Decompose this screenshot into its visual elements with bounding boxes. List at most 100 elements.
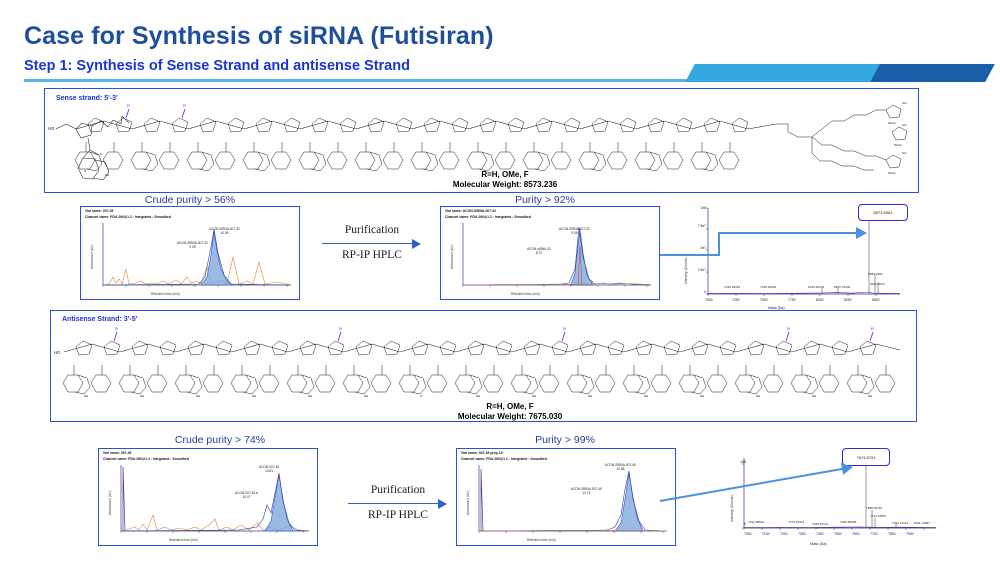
antisense-purification-arrow-head <box>438 499 447 509</box>
antisense-ms-xtick-4: 7400 <box>816 532 824 536</box>
sense-crude-chromatogram: Vial name: 007-35 Channel name: PDA 260@… <box>80 206 300 300</box>
sense-crude-main-peak-label: ACON-SiRNA-007-32 10.06 <box>209 227 240 236</box>
sense-ms-ytick-max: 1e8 <box>700 206 706 210</box>
antisense-ms-peak-3: 7465.57141 <box>812 522 829 526</box>
antisense-crude-main-peak-label: ACON-007-45 10.81 <box>259 465 280 474</box>
antisense-ms-peak-1: 7012.98641 <box>748 520 765 524</box>
sense-pure-vial: Vial name: ACON-SiRNA-007-32 <box>445 209 497 213</box>
antisense-mw: Molecular Weight: 7675.030 <box>457 412 563 421</box>
antisense-pure-xlabel: Retention time (min) <box>527 538 556 542</box>
antisense-ms-xtick-5: 7500 <box>834 532 842 536</box>
antisense-crude-xlabel: Retention time (min) <box>169 538 198 542</box>
banner-dark-shape <box>870 64 995 82</box>
sense-ms-peak-2: 7435.46281 <box>760 285 777 289</box>
sense-pure-xlabel: Retention time (min) <box>511 292 540 296</box>
antisense-ms-ytick-max: 2e6 <box>740 460 746 464</box>
sense-ms-xtick-4: 8000 <box>816 298 824 302</box>
header-banner-graphic <box>685 60 995 82</box>
antisense-crude-second-peak-label: ACON-007-45 A 10.07 <box>235 491 259 500</box>
antisense-molecular-weight-caption: R=H, OMe, F Molecular Weight: 7675.030 <box>400 402 620 422</box>
sense-pure-second-peak-label: ACON-siRNA-32 8.72 <box>527 247 551 256</box>
antisense-ms-peak-5: 7598.03781 <box>866 506 883 510</box>
sense-crude-channel: Channel name: PDA 260@1.2 : Integrated :… <box>85 215 171 219</box>
antisense-ms-ytick-0: 0 <box>744 522 746 526</box>
sense-crude-vial: Vial name: 007-35 <box>85 209 114 213</box>
sense-ms-xtick-5: 8250 <box>844 298 852 302</box>
page-title: Case for Synthesis of siRNA (Futisiran) <box>24 22 494 50</box>
sense-mass-spectrum: Intensity (Counts) Mass (Da) 1e8 7.5e7 5… <box>672 202 904 314</box>
sense-ms-ytick-3: 7.5e7 <box>698 224 706 228</box>
sense-ms-peak-4: 8571.75190 <box>834 285 851 289</box>
sense-purification-arrow-head <box>412 239 421 249</box>
sense-ms-peak-5: 8593.9152 <box>868 272 883 276</box>
antisense-ms-xtick-6: 7600 <box>852 532 860 536</box>
antisense-strand-label: Antisense Strand: 3'-5' <box>62 316 138 323</box>
antisense-ms-xtick-1: 7100 <box>762 532 770 536</box>
sense-pure-channel: Channel name: PDA 260@1.2 : Integrated :… <box>445 215 531 219</box>
banner-light-shape <box>685 64 885 82</box>
antisense-purification-top-label: Purification <box>370 484 426 496</box>
sense-crude-purity-label: Crude purity > 56% <box>144 194 236 206</box>
sense-purification-bottom-label: RP-IP HPLC <box>342 249 402 261</box>
sense-ms-ytick-2: 5e7 <box>700 246 706 250</box>
sense-ms-xtick-6: 8500 <box>872 298 880 302</box>
antisense-crude-vial: Vial name: 007-45 <box>103 451 132 455</box>
antisense-ms-peak-2: 7179.54414 <box>788 520 805 524</box>
antisense-ms-peak-8: 8011.13887 <box>914 521 931 525</box>
sense-strand-label: Sense strand: 5'-3' <box>56 95 118 102</box>
title-divider <box>24 79 714 82</box>
antisense-purification-bottom-label: RP-IP HPLC <box>368 509 428 521</box>
antisense-ms-peak-4: 7456.86486 <box>840 520 857 524</box>
antisense-pure-second-peak-label: ACON-SiRNA-007-45 10.74 <box>571 487 602 496</box>
sense-ms-ytick-1: 2.5e7 <box>698 268 706 272</box>
antisense-ms-arrow-head <box>841 461 854 475</box>
sense-molecular-weight-caption: R=H, OMe, F Molecular Weight: 8573.236 <box>380 170 630 190</box>
antisense-pure-main-peak-label: ACON-SiRNA-007-45 10.88 <box>605 463 636 472</box>
antisense-mass-spectrum: Intensity (Counts) Mass (Da) 2e6 0 7000 … <box>700 442 940 550</box>
antisense-crude-purity-label: Crude purity > 74% <box>174 434 266 446</box>
antisense-ms-highlight-box: 7674.8753 <box>842 448 890 466</box>
sense-ms-xtick-2: 7500 <box>760 298 768 302</box>
sense-ms-peak-3: 8344.52134 <box>808 285 825 289</box>
antisense-pure-vial: Vial name: 007-45 prep-19 <box>461 451 503 455</box>
antisense-pure-chromatogram: Vial name: 007-45 prep-19 Channel name: … <box>456 448 676 546</box>
sense-ms-highlight-box: 8573.5961 <box>858 204 908 221</box>
sense-strand-box <box>44 88 919 193</box>
sense-ms-peak-6: 8239.9034 <box>870 282 885 286</box>
sense-r-groups: R=H, OMe, F <box>481 170 529 179</box>
sense-pure-purity-label: Purity > 92% <box>515 194 575 206</box>
antisense-ms-xtick-0: 7000 <box>744 532 752 536</box>
sense-ms-peak-1: 7245.29116 <box>724 285 741 289</box>
sense-crude-xlabel: Retention time (min) <box>151 292 180 296</box>
sense-ms-arrow-horizontal-upper <box>718 232 858 235</box>
antisense-pure-purity-label: Purity > 99% <box>535 434 595 446</box>
sense-ms-arrow-vertical <box>718 232 721 256</box>
antisense-r-groups: R=H, OMe, F <box>486 402 534 411</box>
antisense-pure-channel: Channel name: PDA 260@1.2 : Integrated :… <box>461 457 547 461</box>
antisense-ms-xtick-2: 7200 <box>780 532 788 536</box>
antisense-crude-channel: Channel name: PDA 260@1.2 : Integrated :… <box>103 457 189 461</box>
antisense-ms-xlabel: Mass (Da) <box>810 542 827 546</box>
sense-purification-arrow-line <box>322 243 414 245</box>
sense-ms-xtick-0: 7000 <box>705 298 713 302</box>
sense-purification-top-label: Purification <box>344 224 400 236</box>
sense-ms-xtick-3: 7750 <box>788 298 796 302</box>
antisense-ms-peak-7: 7942.74113 <box>892 521 909 525</box>
antisense-ms-xtick-3: 7300 <box>798 532 806 536</box>
antisense-crude-chromatogram: Vial name: 007-45 Channel name: PDA 260@… <box>98 448 318 546</box>
sense-mw: Molecular Weight: 8573.236 <box>452 180 558 189</box>
sense-ms-arrow-horizontal-lower <box>660 254 720 257</box>
sense-crude-second-peak-label: ACON-SiRNA-007-32 9.28 <box>177 241 208 250</box>
antisense-ms-xtick-7: 7700 <box>870 532 878 536</box>
sense-ms-arrow-head <box>856 227 867 239</box>
antisense-ms-xtick-8: 7800 <box>888 532 896 536</box>
sense-pure-main-peak-label: ACON-SiRNA-007-32 9.08 <box>559 227 590 236</box>
antisense-ms-peak-6: 7712.63887 <box>870 514 887 518</box>
page-subtitle: Step 1: Synthesis of Sense Strand and an… <box>24 58 410 74</box>
sense-ms-xtick-1: 7250 <box>732 298 740 302</box>
sense-ms-xlabel: Mass (Da) <box>768 306 785 310</box>
sense-ms-ytick-0: 0 <box>704 290 706 294</box>
antisense-purification-arrow-line <box>348 503 440 505</box>
antisense-ms-xtick-9: 7900 <box>906 532 914 536</box>
